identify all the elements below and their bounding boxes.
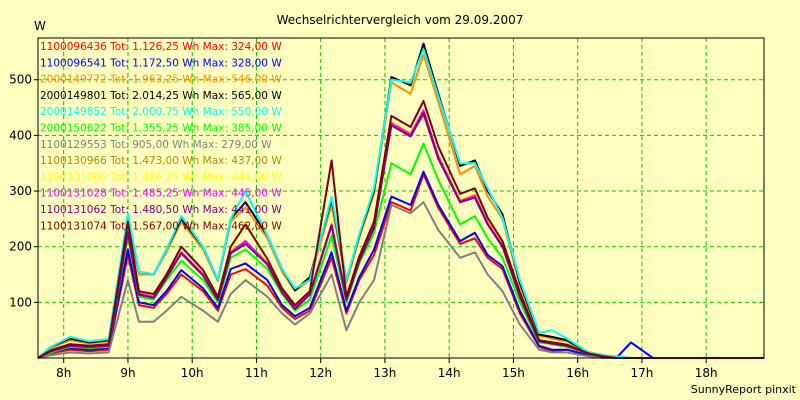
x-tick-label-12h: 12h	[309, 366, 332, 380]
y-tick-label-100: 100	[9, 295, 32, 309]
y-tick-label-400: 400	[9, 128, 32, 142]
legend-entry-5: 2000149852 Tot: 2.000,75 Wh Max: 550,00 …	[40, 106, 282, 118]
y-tick-label-300: 300	[9, 184, 32, 198]
legend-entry-9: 1100131006 Tot: 1.486,25 Wh Max: 444,00 …	[40, 171, 282, 183]
x-tick-label-8h: 8h	[56, 366, 71, 380]
x-tick-label-16h: 16h	[566, 366, 589, 380]
x-tick-label-18h: 18h	[695, 366, 718, 380]
x-tick-label-11h: 11h	[245, 366, 268, 380]
x-tick-label-15h: 15h	[502, 366, 525, 380]
x-tick-label-10h: 10h	[181, 366, 204, 380]
plot-frame	[37, 37, 765, 359]
x-tick-label-9h: 9h	[120, 366, 135, 380]
legend-entry-3: 2000149772 Tot: 1.963,25 Wh Max: 546,00 …	[40, 74, 282, 86]
gridlines	[38, 38, 764, 358]
legend-entry-6: 2000150622 Tot: 1.355,25 Wh Max: 385,00 …	[40, 123, 282, 135]
axis-ticks: 8h 9h 10h 11h 12h 13h 14h 15h 16h 17h 18h 100 200 300…	[9, 73, 718, 380]
legend: 1100096436 Tot: 1.126,25 Wh Max: 324,00 …	[40, 41, 282, 232]
x-tick-label-14h: 14h	[438, 366, 461, 380]
y-tick-label-500: 500	[9, 73, 32, 87]
chart-title: Wechselrichtervergleich vom 29.09.2007	[277, 13, 524, 27]
legend-entry-8: 1100130966 Tot: 1.473,00 Wh Max: 437,00 …	[40, 155, 282, 167]
footer-credit: SunnyReport pinxit	[691, 383, 797, 396]
legend-entry-12: 1100131074 Tot: 1.567,00 Wh Max: 462,00 …	[40, 220, 282, 232]
x-tick-label-13h: 13h	[374, 366, 397, 380]
legend-entry-11: 1100131062 Tot: 1.480,50 Wh Max: 441,00 …	[40, 204, 282, 216]
legend-entry-2: 1100096541 Tot: 1.172,50 Wh Max: 328,00 …	[40, 57, 282, 69]
legend-entry-4: 2000149801 Tot: 2.014,25 Wh Max: 565,00 …	[40, 90, 282, 102]
series-line-2	[37, 170, 764, 359]
y-tick-label-200: 200	[9, 240, 32, 254]
legend-entry-10: 1100131028 Tot: 1.485,25 Wh Max: 445,00 …	[40, 188, 282, 200]
legend-entry-1: 1100096436 Tot: 1.126,25 Wh Max: 324,00 …	[40, 41, 282, 53]
x-tick-label-17h: 17h	[630, 366, 653, 380]
legend-entry-7: 1100129553 Tot: 905,00 Wh Max: 279,00 W	[40, 139, 272, 151]
y-axis-label: W	[34, 19, 46, 33]
